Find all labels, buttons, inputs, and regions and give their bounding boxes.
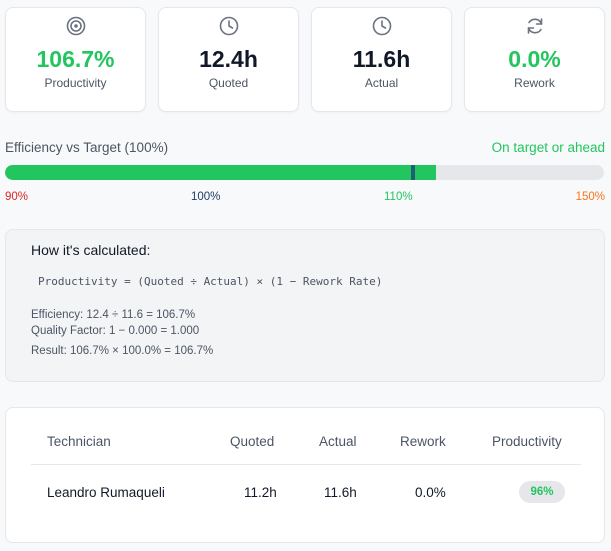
efficiency-line: Efficiency: 12.4 ÷ 11.6 = 106.7% — [31, 309, 196, 321]
header-productivity[interactable]: Productivity — [492, 434, 562, 449]
efficiency-header: Efficiency vs Target (100%) On target or… — [5, 140, 605, 158]
header-actual[interactable]: Actual — [319, 434, 357, 449]
metric-card-quoted: 12.4h Quoted — [158, 7, 299, 112]
header-quoted[interactable]: Quoted — [230, 434, 275, 449]
metric-value: 12.4h — [199, 46, 258, 72]
refresh-icon — [465, 16, 604, 36]
efficiency-bar — [5, 165, 604, 180]
cell-technician[interactable]: Leandro Rumaqueli — [47, 485, 165, 500]
metric-label: Rework — [514, 76, 555, 90]
metric-card-rework: 0.0% Rework — [464, 7, 605, 112]
efficiency-bar-marker — [411, 165, 415, 180]
metric-value: 0.0% — [508, 46, 561, 72]
metric-label: Productivity — [44, 76, 107, 90]
calculation-panel: How it's calculated: Productivity = (Quo… — [5, 229, 605, 382]
calculation-formula: Productivity = (Quoted ÷ Actual) × (1 − … — [38, 275, 383, 288]
result-line: Result: 106.7% × 100.0% = 106.7% — [31, 345, 214, 357]
header-rework[interactable]: Rework — [400, 434, 446, 449]
metric-card-productivity: 106.7% Productivity — [5, 7, 146, 112]
tick-150: 150% — [575, 191, 605, 203]
tick-110: 110% — [384, 191, 413, 203]
metric-value: 11.6h — [352, 46, 411, 72]
clock-icon — [159, 16, 298, 36]
target-icon — [6, 16, 145, 36]
efficiency-title: Efficiency vs Target (100%) — [5, 140, 169, 155]
header-technician[interactable]: Technician — [47, 434, 111, 449]
quality-line: Quality Factor: 1 − 0.000 = 1.000 — [31, 325, 200, 337]
efficiency-bar-fill — [5, 165, 436, 180]
table-divider — [31, 464, 581, 465]
metric-label: Quoted — [208, 76, 249, 90]
metric-cards: 106.7% Productivity 12.4h Quoted 11.6h A… — [5, 7, 605, 112]
calculation-title: How it's calculated: — [31, 242, 151, 258]
tick-100: 100% — [191, 191, 221, 203]
metric-card-actual: 11.6h Actual — [311, 7, 452, 112]
efficiency-ticks: 90% 100% 110% 150% — [5, 191, 605, 205]
metric-label: Actual — [364, 76, 399, 90]
cell-actual: 11.6h — [324, 485, 357, 500]
technician-table: Technician Quoted Actual Rework Producti… — [5, 407, 605, 543]
efficiency-status: On target or ahead — [491, 140, 605, 155]
clock-icon — [312, 16, 451, 36]
tick-90: 90% — [5, 191, 29, 203]
productivity-badge: 96% — [519, 481, 565, 503]
cell-quoted: 11.2h — [244, 485, 277, 500]
metric-value: 106.7% — [36, 46, 115, 72]
cell-rework: 0.0% — [415, 485, 446, 500]
